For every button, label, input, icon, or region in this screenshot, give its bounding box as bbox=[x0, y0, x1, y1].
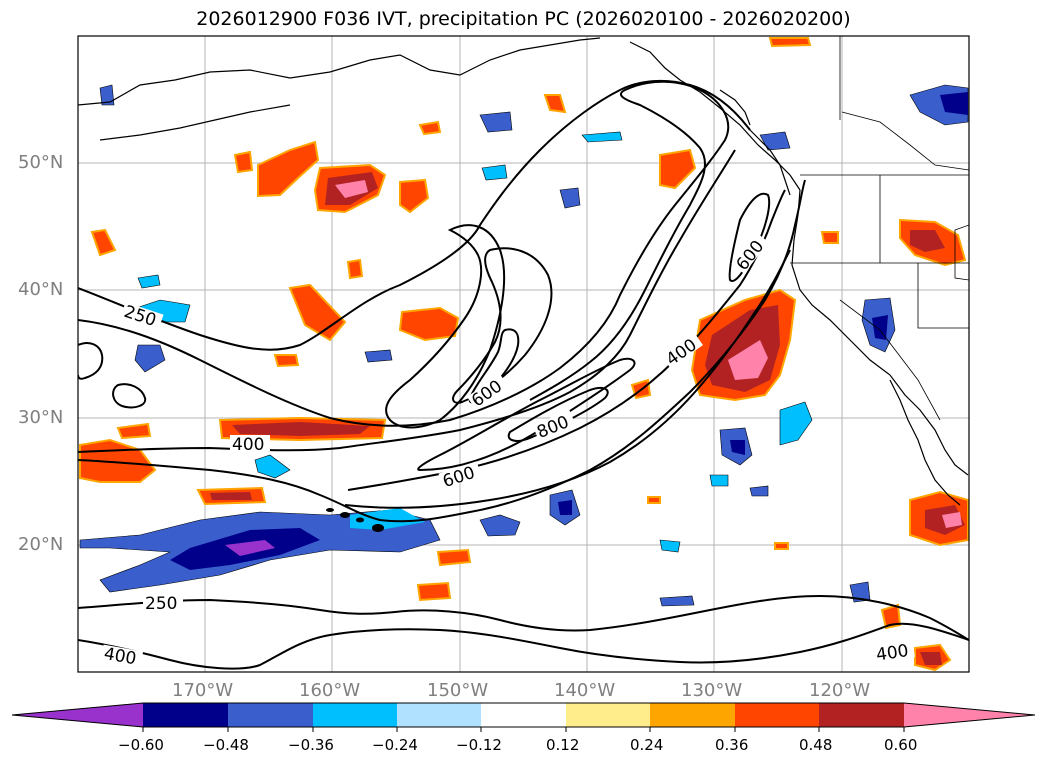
lon-label-160w: 160°W bbox=[299, 680, 361, 701]
lon-label-130w: 130°W bbox=[681, 680, 743, 701]
colorbar-segment bbox=[481, 703, 566, 727]
lon-label-120w: 120°W bbox=[809, 680, 871, 701]
colorbar bbox=[11, 702, 1036, 732]
colorbar-segment bbox=[313, 703, 397, 727]
map-frame bbox=[77, 35, 970, 673]
colorbar-segment bbox=[397, 703, 481, 727]
lat-label-30n: 30°N bbox=[18, 407, 64, 428]
ivt-contours bbox=[78, 79, 969, 670]
map-title: 2026012900 F036 IVT, precipitation PC (2… bbox=[196, 8, 851, 30]
lat-label-20n: 20°N bbox=[18, 534, 64, 555]
colorbar-segment bbox=[735, 703, 819, 727]
colorbar-extend-high bbox=[904, 703, 1035, 727]
coastlines bbox=[78, 37, 969, 506]
colorbar-tick: 0.24 bbox=[630, 736, 664, 754]
colorbar-segment bbox=[819, 703, 904, 727]
colorbar-segment bbox=[228, 703, 313, 727]
lat-label-50n: 50°N bbox=[18, 152, 64, 173]
negative-precip-areas bbox=[79, 84, 969, 607]
state-borders bbox=[790, 36, 969, 421]
colorbar-tick: −0.48 bbox=[203, 736, 249, 754]
contour-label-400-southeast: 400 bbox=[875, 641, 910, 665]
lon-label-170w: 170°W bbox=[172, 680, 234, 701]
lon-label-150w: 150°W bbox=[427, 680, 489, 701]
colorbar-tick: 0.12 bbox=[546, 736, 580, 754]
colorbar-tick: −0.36 bbox=[288, 736, 334, 754]
colorbar-segment bbox=[650, 703, 735, 727]
lon-label-140w: 140°W bbox=[554, 680, 616, 701]
colorbar-tick: 0.48 bbox=[799, 736, 833, 754]
lat-label-40n: 40°N bbox=[18, 279, 64, 300]
colorbar-segment bbox=[566, 703, 650, 727]
colorbar-tick: −0.24 bbox=[372, 736, 418, 754]
colorbar-tick: 0.60 bbox=[884, 736, 918, 754]
colorbar-tick: −0.12 bbox=[456, 736, 502, 754]
colorbar-segment bbox=[143, 703, 228, 727]
colorbar-tick: −0.60 bbox=[118, 736, 164, 754]
contour-label-400-west: 400 bbox=[232, 435, 264, 455]
colorbar-tick: 0.36 bbox=[715, 736, 749, 754]
contour-label-250-south: 250 bbox=[145, 594, 177, 614]
hawaii-islands bbox=[326, 508, 384, 532]
colorbar-extend-low bbox=[12, 703, 143, 727]
